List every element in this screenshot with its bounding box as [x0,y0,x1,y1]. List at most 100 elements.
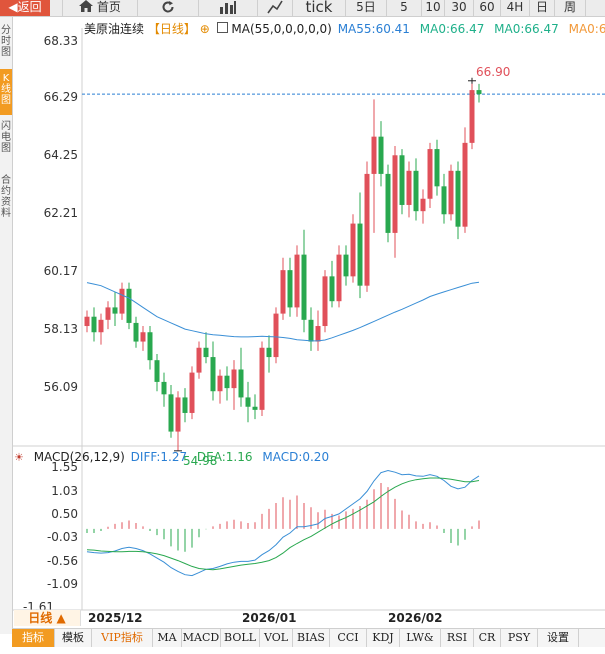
candle-body [266,347,272,358]
macd-dea: DEA:1.16 [196,450,253,464]
macd-legend: ☀ MACD(26,12,9) DIFF:1.27 DEA:1.16 MACD:… [14,450,329,464]
candle-body [392,155,398,233]
macd-y-tick-label: 0.50 [51,507,78,521]
tab-template[interactable]: 模板 [55,629,92,647]
period-30min[interactable]: 30 [444,0,473,16]
macd-value: MACD:0.20 [262,450,330,464]
top-toolbar: ◀返回 首页 tick 5日 5 10 30 60 4H 日 周 [0,0,605,17]
candle-body [413,170,419,212]
candle-body [224,375,230,389]
ma0-value-2: MA0:66.47 [494,22,559,36]
candle-body [448,170,454,215]
period-label: 【日线】 [147,22,196,36]
candle-body [462,142,468,227]
tab-ma[interactable]: MA [153,629,182,647]
macd-diff-line [86,469,480,577]
home-label: 首页 [96,0,121,14]
tab-rsi[interactable]: RSI [441,629,474,647]
draw-line-icon [267,0,283,14]
y-tick-label: 56.09 [43,380,78,394]
candle-body [245,397,251,407]
candle-body [189,372,195,413]
settings-icon[interactable]: ⊕ [199,22,210,36]
side-tabs: 分时图 K线图 闪电图 合约资料 [0,17,13,634]
side-tab-contract[interactable]: 合约资料 [1,175,11,219]
y-tick-label: 62.21 [43,206,78,220]
period-4h[interactable]: 4H [500,0,529,16]
tab-vip-indicators[interactable]: VIP指标 [92,629,153,647]
candle-body [133,322,139,342]
candle-body [336,254,342,302]
bar-chart-icon [220,1,236,14]
period-60min[interactable]: 60 [473,0,500,16]
candle-body [84,316,90,327]
side-tab-timeshare[interactable]: 分时图 [1,25,11,58]
tab-vol[interactable]: VOL [260,629,293,647]
macd-diff: DIFF:1.27 [130,450,188,464]
back-label: 返回 [17,0,42,14]
candle-body [280,270,286,314]
home-button[interactable]: 首页 [62,0,137,16]
chart-legend: 美原油连续 【日线】 ⊕ MA(55,0,0,0,0,0) MA55:60.41… [84,20,605,37]
period-10min[interactable]: 10 [421,0,444,16]
candle-body [105,307,111,320]
macd-params: MACD(26,12,9) [33,450,125,464]
x-tick-label: 2026/01 [242,611,297,625]
draw-tool-button[interactable] [257,0,292,16]
macd-y-tick-label: -1.09 [46,577,78,591]
tab-bias[interactable]: BIAS [293,629,330,647]
side-tab-kline[interactable]: K线图 [0,69,12,115]
candle-body [301,254,307,320]
candle-body [378,136,384,174]
refresh-button[interactable] [137,0,198,16]
back-arrow-icon: ◀ [8,0,18,14]
macd-y-tick-label: 1.55 [51,460,78,474]
period-selector[interactable]: 日线 ▲ [14,610,81,626]
candle-body [203,347,209,358]
low-price-label: 54.98 [183,454,217,468]
tab-cci[interactable]: CCI [330,629,367,647]
period-5min[interactable]: 5 [386,0,421,16]
home-icon [79,0,94,12]
period-more[interactable] [585,0,605,16]
x-tick-label: 2025/12 [88,611,143,625]
period-week[interactable]: 周 [554,0,585,16]
macd-settings-icon[interactable]: ☀ [14,451,24,464]
tab-boll[interactable]: BOLL [221,629,260,647]
candle-body [385,173,391,233]
checkbox-icon[interactable] [216,22,228,33]
candle-body [161,381,167,395]
period-5day[interactable]: 5日 [345,0,386,16]
y-tick-label: 58.13 [43,322,78,336]
back-button[interactable]: ◀返回 [0,0,50,16]
candle-body [154,360,160,382]
instrument-name: 美原油连续 [84,22,145,36]
candle-body [126,288,132,323]
candle-body [287,270,293,308]
candle-body [210,357,216,392]
period-day[interactable]: 日 [529,0,554,16]
ma55-line [86,281,480,342]
tab-psy[interactable]: PSY [501,629,538,647]
candle-body [343,254,349,277]
candle-body [308,319,314,342]
candle-body [427,149,433,199]
candle-body [91,316,97,333]
candle-body [420,198,426,212]
candle-body [182,397,188,413]
tab-settings[interactable]: 设置 [538,629,579,647]
candle-body [329,276,335,302]
tab-indicators[interactable]: 指标 [12,629,55,647]
tab-macd[interactable]: MACD [182,629,221,647]
candle-body [357,223,363,286]
ma55-value: MA55:60.41 [337,22,410,36]
tab-kdj[interactable]: KDJ [367,629,400,647]
indicator-button[interactable] [198,0,257,16]
macd-y-tick-label: -0.56 [46,554,78,568]
tab-cr[interactable]: CR [474,629,501,647]
y-tick-label: 64.25 [43,148,78,162]
tab-lw[interactable]: LW& [400,629,441,647]
period-tick[interactable]: tick [292,0,345,16]
side-tab-flash[interactable]: 闪电图 [1,121,11,154]
